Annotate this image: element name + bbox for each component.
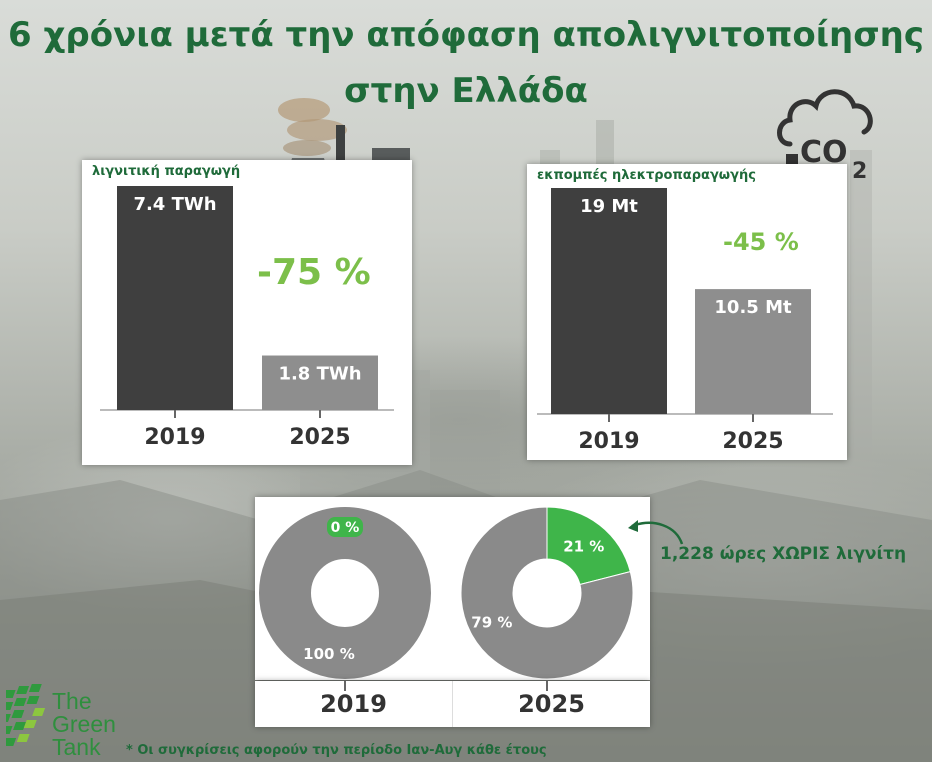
donut-2019-label-with-lignite: 100 % <box>303 645 355 663</box>
lignite-change-label: -75 % <box>257 252 371 293</box>
lignite-production-panel: 7.4 TWh 2019 1.8 TWh 2025 λιγνιτική παραγωγ… <box>82 160 412 465</box>
arrow-curved-icon <box>628 520 684 545</box>
emissions-value-label-2019: 19 Mt <box>580 196 638 217</box>
donut-2019-label-lignite-free: 0 % <box>331 520 360 536</box>
emissions-change-label: -45 % <box>723 228 799 256</box>
logo-word-green: Green <box>52 711 116 737</box>
donut-2019-badge-lignite-free <box>327 517 363 537</box>
logo-word-tank: Tank <box>52 734 101 760</box>
logo-word-the: The <box>52 688 92 714</box>
footnote: * Οι συγκρίσεις αφορούν την περίοδο Ιαν-… <box>126 743 547 758</box>
donut-2025-slice-with-lignite <box>460 506 634 680</box>
donut-years-row: 2019 2025 <box>255 681 650 727</box>
page-title-line-1: 6 χρόνια μετά την απόφαση απολιγνιτοποίη… <box>7 15 925 55</box>
donut-2025-label-lignite-free: 21 % <box>563 538 604 556</box>
lignite-production-chart: 7.4 TWh 2019 1.8 TWh 2025 <box>100 186 394 450</box>
donut-2025-label-with-lignite: 79 % <box>471 613 512 631</box>
emissions-bar-2025 <box>695 289 811 414</box>
donut-2019-slice-with-lignite <box>259 507 431 679</box>
lignite-value-label-2019: 7.4 TWh <box>133 194 216 215</box>
year-tick-2025 <box>546 681 548 691</box>
lignite-production-title: λιγνιτική παραγωγή <box>90 164 243 179</box>
lignite-tick-label-2025: 2025 <box>289 425 350 450</box>
lignite-bar-2019 <box>117 186 233 410</box>
power-emissions-chart: 19 Mt 2019 10.5 Mt 2025 <box>537 188 833 454</box>
lignite-free-hours-donuts: 0 % 100 % 21 % 79 % <box>259 506 634 680</box>
donut-year-2025: 2025 <box>518 690 585 718</box>
emissions-bar-2019 <box>551 188 667 414</box>
lignite-free-hours-panel: 0 % 100 % 21 % 79 % <box>255 497 650 680</box>
the-green-tank-logo-text: The Green Tank <box>52 690 116 759</box>
emissions-tick-label-2019: 2019 <box>578 429 639 454</box>
power-emissions-panel: 19 Mt 2019 10.5 Mt 2025 εκπομπές ηλεκτροπαρ… <box>527 164 847 460</box>
donut-2025-slice-lignite-free <box>546 506 631 586</box>
lignite-bar-2025 <box>262 355 378 410</box>
svg-text:2: 2 <box>852 159 867 184</box>
year-tick-2019 <box>344 681 346 691</box>
emissions-value-label-2025: 10.5 Mt <box>714 297 792 318</box>
lignite-value-label-2025: 1.8 TWh <box>278 364 361 385</box>
power-emissions-title: εκπομπές ηλεκτροπαραγωγής <box>535 168 758 183</box>
emissions-tick-label-2025: 2025 <box>722 429 783 454</box>
lignite-free-hours-callout: 1,228 ώρες ΧΩΡΙΣ λιγνίτη <box>660 544 907 564</box>
page-title-line-2: στην Ελλάδα <box>344 71 588 111</box>
lignite-tick-label-2019: 2019 <box>144 425 205 450</box>
donut-year-2019: 2019 <box>255 681 453 727</box>
the-green-tank-logo-icon <box>6 684 46 746</box>
